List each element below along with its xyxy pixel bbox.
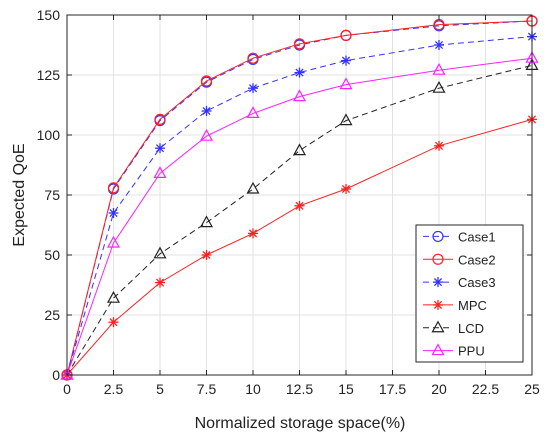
- data-point-mpc: [201, 250, 212, 260]
- data-point-case2: [293, 38, 306, 50]
- series-line-lcd: [66, 64, 533, 376]
- y-tick-label: 125: [37, 67, 61, 83]
- data-point-case3: [201, 106, 212, 116]
- data-point-ppu: [153, 166, 167, 178]
- data-point-case2: [107, 182, 120, 194]
- data-point-lcd: [246, 181, 260, 194]
- data-point-lcd: [199, 215, 214, 228]
- data-point-case3: [294, 67, 305, 78]
- data-point-case3: [155, 143, 165, 154]
- legend-marker: [432, 230, 444, 243]
- data-point-case3: [434, 40, 444, 50]
- data-point-ppu: [246, 106, 260, 119]
- legend-label: MPC: [458, 298, 487, 313]
- legend-item: PPU: [423, 343, 485, 359]
- data-point-mpc: [108, 317, 119, 328]
- legend-item: Case3: [423, 275, 496, 290]
- data-point-lcd: [106, 290, 121, 303]
- data-point-ppu: [292, 89, 307, 102]
- data-point-case2: [340, 29, 352, 42]
- series-line-case1: [66, 20, 533, 376]
- x-tick-label: 15: [338, 381, 354, 397]
- legend-marker: [433, 299, 443, 310]
- data-point-case3: [108, 208, 119, 218]
- x-tick-label: 20: [431, 381, 447, 397]
- legend-label: LCD: [458, 321, 484, 336]
- y-tick-label: 75: [44, 187, 60, 203]
- legend-item: LCD: [423, 320, 484, 336]
- data-point-ppu: [199, 128, 214, 141]
- data-point-ppu: [432, 62, 446, 75]
- x-tick-label: 7.5: [197, 381, 217, 397]
- legend-label: PPU: [458, 344, 485, 359]
- legend-label: Case1: [458, 229, 496, 244]
- y-tick-label: 50: [44, 247, 60, 263]
- data-point-ppu: [60, 367, 74, 380]
- legend-box: [415, 224, 524, 363]
- data-point-case2: [154, 113, 166, 126]
- series-line-case3: [66, 36, 533, 376]
- y-tick-label: 150: [37, 7, 61, 23]
- legend-label: Case2: [458, 252, 496, 267]
- data-point-mpc: [341, 184, 351, 194]
- data-point-lcd: [339, 113, 353, 126]
- x-axis-title: Normalized storage space(%): [195, 415, 406, 432]
- x-tick-label: 17.5: [379, 381, 406, 397]
- series-ppu: [60, 50, 539, 380]
- x-tick-label: 5: [156, 381, 164, 397]
- x-tick-label: 22.5: [472, 381, 499, 397]
- x-tick-label: 0: [63, 381, 71, 397]
- data-point-case2: [200, 75, 213, 87]
- legend-item: Case2: [423, 252, 496, 267]
- data-point-case3: [248, 83, 258, 94]
- series-line-ppu: [66, 57, 533, 376]
- legend-marker: [433, 277, 443, 288]
- data-point-mpc: [294, 200, 305, 211]
- legend-marker: [431, 320, 445, 333]
- y-tick-label: 0: [52, 367, 60, 383]
- legend-marker: [432, 253, 444, 265]
- data-point-lcd: [153, 246, 167, 259]
- x-tick-label: 25: [524, 381, 540, 397]
- series-line-case2: [66, 20, 533, 376]
- y-axis-title: Expected QoE: [11, 143, 28, 246]
- y-tick-label: 100: [37, 127, 61, 143]
- legend-item: Case1: [423, 229, 496, 244]
- legend-item: MPC: [423, 298, 487, 313]
- series-case2: [61, 15, 538, 381]
- legend-marker: [431, 343, 445, 356]
- data-point-case3: [341, 55, 351, 66]
- data-point-lcd: [292, 143, 307, 156]
- data-point-mpc: [434, 140, 444, 151]
- data-point-ppu: [339, 77, 353, 90]
- x-tick-label: 2.5: [104, 381, 124, 397]
- data-point-mpc: [248, 228, 258, 239]
- data-point-ppu: [106, 235, 121, 248]
- y-tick-label: 25: [44, 307, 60, 323]
- data-point-mpc: [155, 277, 165, 288]
- x-tick-label: 12.5: [286, 381, 313, 397]
- data-point-case2: [247, 52, 259, 64]
- x-tick-label: 10: [245, 381, 261, 397]
- legend-label: Case3: [458, 275, 496, 290]
- legend: Case1 Case2 Case3 MPC LCD PPU: [415, 224, 524, 363]
- data-point-lcd: [432, 80, 446, 93]
